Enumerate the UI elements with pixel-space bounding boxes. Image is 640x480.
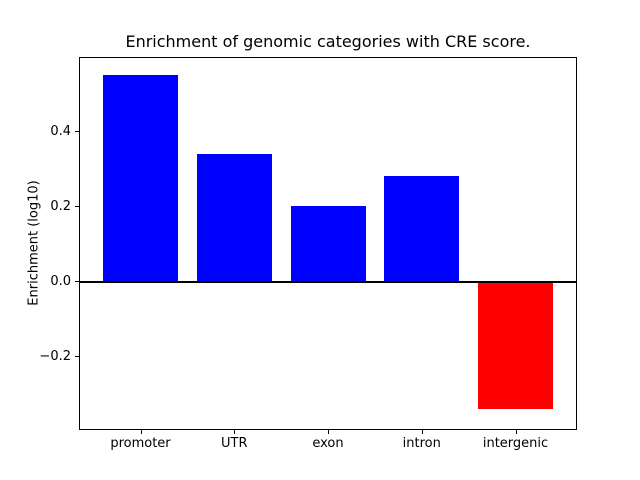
y-tick xyxy=(75,130,79,132)
x-tick-exon xyxy=(328,430,329,434)
y-tick-label: 0.0 xyxy=(50,274,71,289)
bar-UTR xyxy=(196,153,272,282)
x-tick-label-UTR: UTR xyxy=(221,436,248,451)
x-tick-label-exon: exon xyxy=(312,436,344,451)
y-tick-label: −0.2 xyxy=(39,349,71,365)
x-tick-intron xyxy=(421,430,423,434)
bar-intergenic xyxy=(478,281,553,410)
x-tick-promoter xyxy=(140,430,142,434)
bar-promoter xyxy=(103,74,178,282)
bar-intron xyxy=(384,176,460,282)
plot-area: promoter UTR exon intron intergenic 0.4 0.2 0.0… xyxy=(39,57,577,451)
chart-title: Enrichment of genomic categories with CR… xyxy=(125,32,531,51)
x-tick-label-intron: intron xyxy=(402,436,441,451)
y-tick xyxy=(75,205,79,207)
zero-line xyxy=(80,280,576,283)
x-tick-intergenic xyxy=(515,430,517,434)
y-tick xyxy=(75,281,79,282)
y-tick-label: 0.4 xyxy=(50,123,71,139)
y-tick-label: 0.2 xyxy=(50,198,71,214)
x-tick-label-promoter: promoter xyxy=(110,436,171,451)
bar-exon xyxy=(290,206,366,282)
x-tick-label-intergenic: intergenic xyxy=(482,436,549,451)
y-tick xyxy=(75,356,79,358)
x-tick-UTR xyxy=(234,430,236,434)
